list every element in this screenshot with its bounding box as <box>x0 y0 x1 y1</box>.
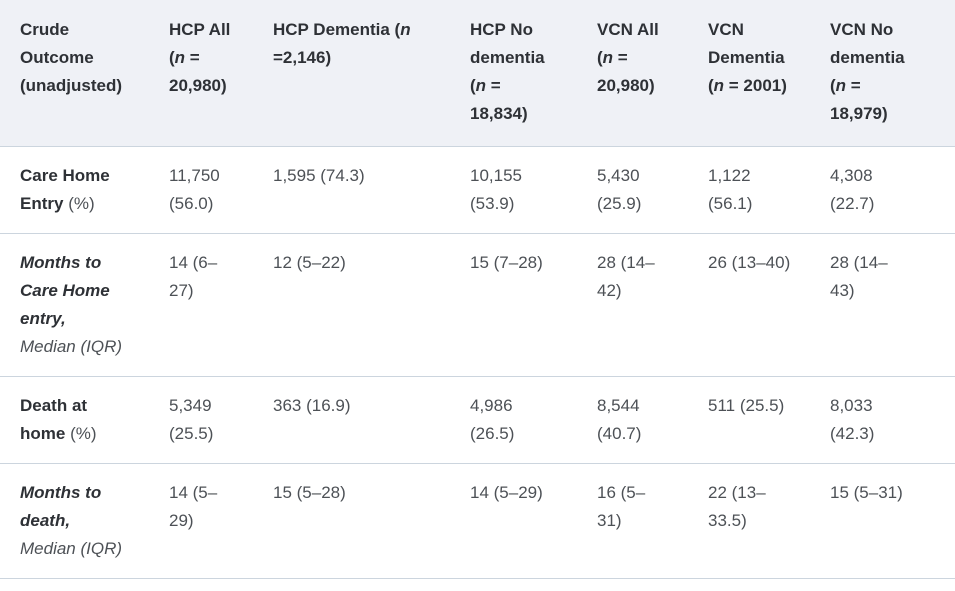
col-header-hcp-dementia: HCP Dementia (n =2,146) <box>273 0 470 147</box>
cell-months-death-hcp-all: 14 (5– 29) <box>169 463 273 579</box>
cell-care-home-entry-vcn-no-dementia: 4,308 (22.7) <box>830 146 955 234</box>
cell-care-home-entry-hcp-no-dementia: 10,155 (53.9) <box>470 146 597 234</box>
cell-death-home-vcn-no-dementia: 8,033 (42.3) <box>830 376 955 464</box>
cell-death-home-vcn-all: 8,544 (40.7) <box>597 376 708 464</box>
row-label-care-home-entry: Care Home Entry (%) <box>0 146 169 234</box>
row-label-months-to-care-home-entry: Months to Care Home entry, Median (IQR) <box>0 233 169 377</box>
col-header-vcn-no-dementia: VCN No dementia (n = 18,979) <box>830 0 955 147</box>
cell-months-entry-hcp-no-dementia: 15 (7–28) <box>470 233 597 377</box>
cell-months-entry-vcn-dementia: 26 (13–40) <box>708 233 830 377</box>
table-row-months-to-care-home-entry: Months to Care Home entry, Median (IQR) … <box>0 233 955 377</box>
cell-death-home-hcp-all: 5,349 (25.5) <box>169 376 273 464</box>
col-header-crude-outcome: Crude Outcome (unadjusted) <box>0 0 169 147</box>
cell-months-entry-vcn-no-dementia: 28 (14– 43) <box>830 233 955 377</box>
cell-months-death-vcn-dementia: 22 (13– 33.5) <box>708 463 830 579</box>
table-body: Care Home Entry (%) 11,750 (56.0) 1,595 … <box>0 146 955 579</box>
cell-months-entry-vcn-all: 28 (14– 42) <box>597 233 708 377</box>
table-row-care-home-entry: Care Home Entry (%) 11,750 (56.0) 1,595 … <box>0 146 955 234</box>
col-header-vcn-dementia: VCN Dementia (n = 2001) <box>708 0 830 147</box>
cell-months-death-vcn-all: 16 (5– 31) <box>597 463 708 579</box>
col-header-hcp-all: HCP All (n = 20,980) <box>169 0 273 147</box>
row-label-death-at-home: Death at home (%) <box>0 376 169 464</box>
table-row-death-at-home: Death at home (%) 5,349 (25.5) 363 (16.9… <box>0 376 955 464</box>
cell-death-home-vcn-dementia: 511 (25.5) <box>708 376 830 464</box>
row-label-months-to-death: Months to death, Median (IQR) <box>0 463 169 579</box>
cell-months-death-hcp-no-dementia: 14 (5–29) <box>470 463 597 579</box>
cell-care-home-entry-hcp-dementia: 1,595 (74.3) <box>273 146 470 234</box>
cell-months-death-vcn-no-dementia: 15 (5–31) <box>830 463 955 579</box>
col-header-hcp-no-dementia: HCP No dementia (n = 18,834) <box>470 0 597 147</box>
cell-death-home-hcp-dementia: 363 (16.9) <box>273 376 470 464</box>
cell-months-entry-hcp-all: 14 (6– 27) <box>169 233 273 377</box>
cell-death-home-hcp-no-dementia: 4,986 (26.5) <box>470 376 597 464</box>
crude-outcomes-table: Crude Outcome (unadjusted) HCP All (n = … <box>0 0 955 579</box>
cell-months-entry-hcp-dementia: 12 (5–22) <box>273 233 470 377</box>
cell-care-home-entry-hcp-all: 11,750 (56.0) <box>169 146 273 234</box>
table-row-months-to-death: Months to death, Median (IQR) 14 (5– 29)… <box>0 463 955 579</box>
cell-care-home-entry-vcn-dementia: 1,122 (56.1) <box>708 146 830 234</box>
table-header: Crude Outcome (unadjusted) HCP All (n = … <box>0 0 955 147</box>
cell-months-death-hcp-dementia: 15 (5–28) <box>273 463 470 579</box>
cell-care-home-entry-vcn-all: 5,430 (25.9) <box>597 146 708 234</box>
col-header-vcn-all: VCN All (n = 20,980) <box>597 0 708 147</box>
header-row: Crude Outcome (unadjusted) HCP All (n = … <box>0 0 955 147</box>
